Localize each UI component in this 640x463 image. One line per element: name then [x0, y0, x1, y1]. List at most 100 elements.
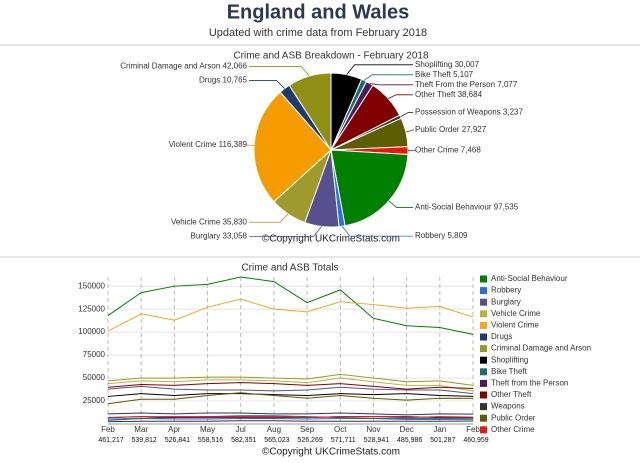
chart-title: Crime and ASB Totals [241, 263, 338, 274]
y-tick-label: 100000 [78, 327, 105, 336]
leader-line [246, 144, 255, 146]
leader-line [400, 112, 413, 118]
slice-value: 7,468 [461, 146, 482, 155]
slice-name: Robbery [415, 231, 445, 240]
leader-line [363, 74, 413, 81]
slice-value: 38,684 [458, 90, 483, 99]
x-tick-label: Aug [267, 425, 281, 434]
y-tick-label: 75000 [83, 350, 106, 359]
legend-swatch [480, 356, 487, 364]
slice-label: Criminal Damage and Arson 42,066 [120, 62, 247, 71]
pie-slice [253, 91, 332, 203]
total-label: 526,841 [165, 437, 190, 444]
y-tick-label: 150000 [78, 281, 105, 290]
y-tick-label: 125000 [78, 304, 105, 313]
y-tick-label: 50000 [83, 373, 106, 382]
slice-label: Bike Theft 5,107 [415, 70, 474, 79]
slice-value: 97,535 [494, 203, 519, 212]
total-label: 461,217 [98, 437, 123, 444]
total-label: 539,812 [132, 437, 157, 444]
legend-swatch [480, 321, 487, 329]
x-tick-label: Oct [334, 425, 347, 434]
x-tick-label: Sep [300, 425, 315, 434]
slice-label: Possession of Weapons 3,237 [415, 108, 523, 117]
slice-name: Possession of Weapons [415, 108, 501, 117]
legend-swatch [480, 345, 487, 353]
total-label: 501,287 [430, 437, 455, 444]
slice-label: Violent Crime 116,389 [169, 140, 248, 149]
series-line [107, 298, 474, 332]
chart-title: Crime and ASB Breakdown - February 2018 [233, 51, 429, 62]
leader-line [369, 83, 413, 86]
x-tick-label: Jan [433, 425, 446, 434]
slice-value: 3,237 [503, 108, 524, 117]
series-line [107, 412, 474, 416]
total-label: 582,351 [231, 437, 256, 444]
legend-label: Weapons [491, 402, 525, 411]
slice-name: Criminal Damage and Arson [120, 62, 220, 71]
x-tick-label: Feb [101, 425, 115, 434]
slice-label: Robbery 5,809 [415, 231, 468, 240]
total-label: 565,023 [264, 437, 289, 444]
series-line [107, 373, 474, 386]
legend-swatch [480, 368, 487, 376]
legend-label: Other Theft [491, 390, 532, 399]
leader-line [341, 225, 413, 237]
leader-line [249, 66, 310, 77]
slice-label: Theft From the Person 7,077 [415, 80, 518, 89]
legend-label: Vehicle Crime [491, 309, 541, 318]
legend-label: Other Crime [491, 425, 535, 434]
x-tick-label: May [200, 425, 215, 434]
slice-label: Shoplifting 30,007 [415, 60, 480, 69]
pie-slice [288, 72, 332, 152]
slice-value: 10,765 [223, 76, 248, 85]
total-label: 528,941 [364, 437, 389, 444]
total-label: 485,986 [397, 437, 422, 444]
legend-label: Anti-Social Behaviour [491, 274, 568, 283]
slice-value: 42,066 [223, 62, 248, 71]
series-line [107, 392, 474, 405]
slice-value: 7,077 [497, 80, 518, 89]
slice-value: 35,830 [223, 217, 248, 226]
series-line [107, 393, 474, 397]
legend-label: Drugs [491, 332, 512, 341]
legend-swatch [480, 275, 487, 283]
slice-name: Bike Theft [415, 70, 452, 79]
series-line [107, 416, 474, 419]
legend-label: Robbery [491, 286, 521, 295]
total-label: 460,959 [463, 437, 488, 444]
slice-name: Other Theft [415, 90, 456, 99]
legend-swatch [480, 414, 487, 422]
slice-name: Other Crime [415, 146, 459, 155]
slice-label: Other Crime 7,468 [415, 146, 481, 155]
total-label: 558,516 [198, 437, 223, 444]
slice-value: 33,058 [223, 231, 248, 240]
credit: ©Copyright UKCrimeStats.com [262, 447, 400, 458]
leader-line [249, 80, 285, 89]
page-subtitle: Updated with crime data from February 20… [209, 27, 427, 39]
slice-label: Drugs 10,765 [199, 76, 248, 85]
slice-value: 30,007 [455, 60, 480, 69]
legend-swatch [480, 310, 487, 318]
legend-swatch [480, 391, 487, 399]
legend-label: Public Order [491, 413, 536, 422]
slice-value: 27,927 [462, 125, 487, 134]
slice-label: Anti-Social Behaviour 97,535 [415, 203, 519, 212]
slice-name: Drugs [199, 76, 220, 85]
legend-label: Burglary [491, 297, 521, 306]
total-label: 571,711 [331, 437, 356, 444]
leader-line [388, 200, 413, 208]
legend-label: Theft from the Person [491, 379, 568, 388]
slice-label: Vehicle Crime 35,830 [171, 217, 248, 226]
leader-line [249, 226, 322, 237]
slice-value: 116,389 [219, 140, 248, 149]
slice-name: Vehicle Crime [171, 217, 221, 226]
leader-line [249, 213, 289, 223]
legend-label: Criminal Damage and Arson [491, 344, 591, 353]
legend-swatch [480, 426, 487, 434]
legend-swatch [480, 333, 487, 341]
x-tick-label: Feb [466, 425, 480, 434]
x-tick-label: Jul [236, 425, 246, 434]
total-label: 526,269 [297, 437, 322, 444]
slice-name: Burglary [191, 231, 221, 240]
